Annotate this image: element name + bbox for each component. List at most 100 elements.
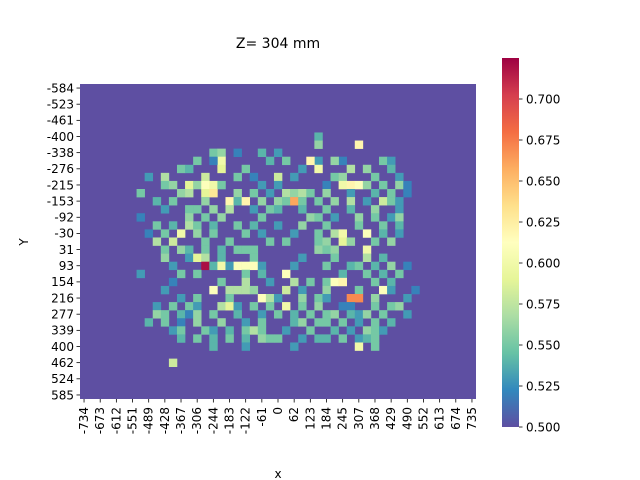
- heatmap-cell: [330, 156, 339, 166]
- heatmap-cell: [193, 180, 202, 190]
- colorbar-tick-label: 0.600: [526, 256, 560, 270]
- heatmap-cell: [354, 310, 364, 319]
- heatmap-cell: [265, 334, 275, 343]
- heatmap-cell: [282, 285, 291, 295]
- colorbar-tick-label: 0.625: [526, 215, 560, 229]
- heatmap-cell: [160, 310, 170, 319]
- heatmap-cell: [193, 253, 202, 262]
- heatmap-cell: [395, 180, 404, 190]
- heatmap-cell: [387, 156, 396, 166]
- heatmap-cell: [370, 189, 380, 198]
- heatmap-cell: [217, 302, 226, 311]
- heatmap-cell: [298, 285, 307, 295]
- heatmap-cell: [225, 334, 234, 343]
- heatmap-cell: [201, 253, 210, 262]
- heatmap-cell: [193, 205, 202, 214]
- heatmap-cell: [185, 180, 194, 190]
- heatmap-cell: [370, 172, 380, 182]
- heatmap-cell: [265, 294, 275, 303]
- heatmap-cell: [395, 229, 404, 238]
- heatmap-cell: [354, 294, 364, 303]
- y-tick-label: 339: [51, 324, 74, 338]
- heatmap-cell: [346, 164, 356, 174]
- heatmap-cell: [185, 205, 194, 214]
- heatmap-cell: [193, 229, 202, 238]
- heatmap-cell: [225, 294, 234, 303]
- heatmap-cell: [330, 245, 339, 254]
- heatmap-cell: [217, 213, 226, 222]
- heatmap-cell: [168, 180, 178, 190]
- heatmap-cell: [387, 285, 396, 295]
- heatmap-cell: [387, 277, 396, 287]
- heatmap-cell: [370, 294, 380, 303]
- heatmap-cell: [330, 229, 339, 238]
- heatmap-cell: [152, 221, 162, 230]
- x-tick-label: -61: [255, 407, 269, 427]
- heatmap-cell: [346, 189, 356, 198]
- heatmap-cell: [346, 237, 356, 246]
- heatmap-cell: [387, 237, 396, 246]
- heatmap-cell: [282, 189, 291, 198]
- heatmap-cell: [185, 253, 194, 262]
- heatmap-cell: [201, 189, 210, 198]
- heatmap-cell: [249, 285, 259, 295]
- heatmap-cell: [201, 237, 210, 246]
- heatmap-cell: [201, 172, 210, 182]
- x-tick-label: -734: [77, 407, 91, 434]
- heatmap-cell: [322, 189, 331, 198]
- y-tick-label: -215: [47, 178, 74, 192]
- heatmap-cell: [330, 213, 339, 222]
- heatmap-cell: [354, 342, 364, 351]
- heatmap-cell: [152, 197, 162, 206]
- heatmap-cell: [314, 140, 323, 149]
- heatmap-cell: [217, 148, 226, 157]
- heatmap-cell: [330, 326, 339, 335]
- heatmap-cell: [354, 261, 364, 271]
- heatmap-cell: [168, 358, 178, 367]
- x-tick-label: -306: [190, 407, 204, 434]
- heatmap-cell: [298, 189, 307, 198]
- heatmap-cell: [298, 253, 307, 262]
- heatmap-cell: [346, 326, 356, 335]
- heatmap-cell: [144, 318, 154, 327]
- heatmap-cell: [346, 310, 356, 319]
- chart-title: Z= 304 mm: [236, 36, 320, 52]
- heatmap-cell: [193, 318, 202, 327]
- heatmap-cell: [387, 197, 396, 206]
- heatmap-cell: [209, 334, 218, 343]
- heatmap-cell: [249, 205, 259, 214]
- heatmap-cell: [387, 164, 396, 174]
- heatmap-cell: [225, 237, 234, 246]
- heatmap-cell: [144, 229, 154, 238]
- heatmap-cell: [379, 180, 388, 190]
- heatmap-cell: [379, 269, 388, 279]
- heatmap-cell: [370, 277, 380, 287]
- heatmap-cell: [298, 221, 307, 230]
- heatmap-cell: [387, 302, 396, 311]
- heatmap-cell: [217, 156, 226, 166]
- heatmap-cell: [282, 156, 291, 166]
- heatmap-cell: [282, 197, 291, 206]
- heatmap-cell: [185, 189, 194, 198]
- y-tick-label: -92: [54, 211, 74, 225]
- heatmap-cell: [233, 189, 242, 198]
- heatmap-cell: [330, 277, 339, 287]
- heatmap-cell: [395, 172, 404, 182]
- heatmap-cell: [265, 156, 275, 166]
- heatmap-cell: [314, 334, 323, 343]
- heatmap-cell: [241, 318, 251, 327]
- heatmap-cell: [241, 285, 251, 295]
- heatmap-cell: [354, 221, 364, 230]
- heatmap-cell: [136, 189, 145, 198]
- heatmap-cell: [362, 229, 372, 238]
- heatmap-cell: [273, 180, 283, 190]
- heatmap-cell: [290, 342, 299, 351]
- heatmap-cell: [176, 326, 186, 335]
- heatmap-cell: [273, 310, 283, 319]
- heatmap-cell: [379, 285, 388, 295]
- heatmap-cell: [185, 302, 194, 311]
- y-tick-label: -276: [47, 162, 74, 176]
- colorbar-tick-label: 0.700: [526, 92, 560, 106]
- heatmap-cell: [209, 156, 218, 166]
- heatmap-cell: [176, 294, 186, 303]
